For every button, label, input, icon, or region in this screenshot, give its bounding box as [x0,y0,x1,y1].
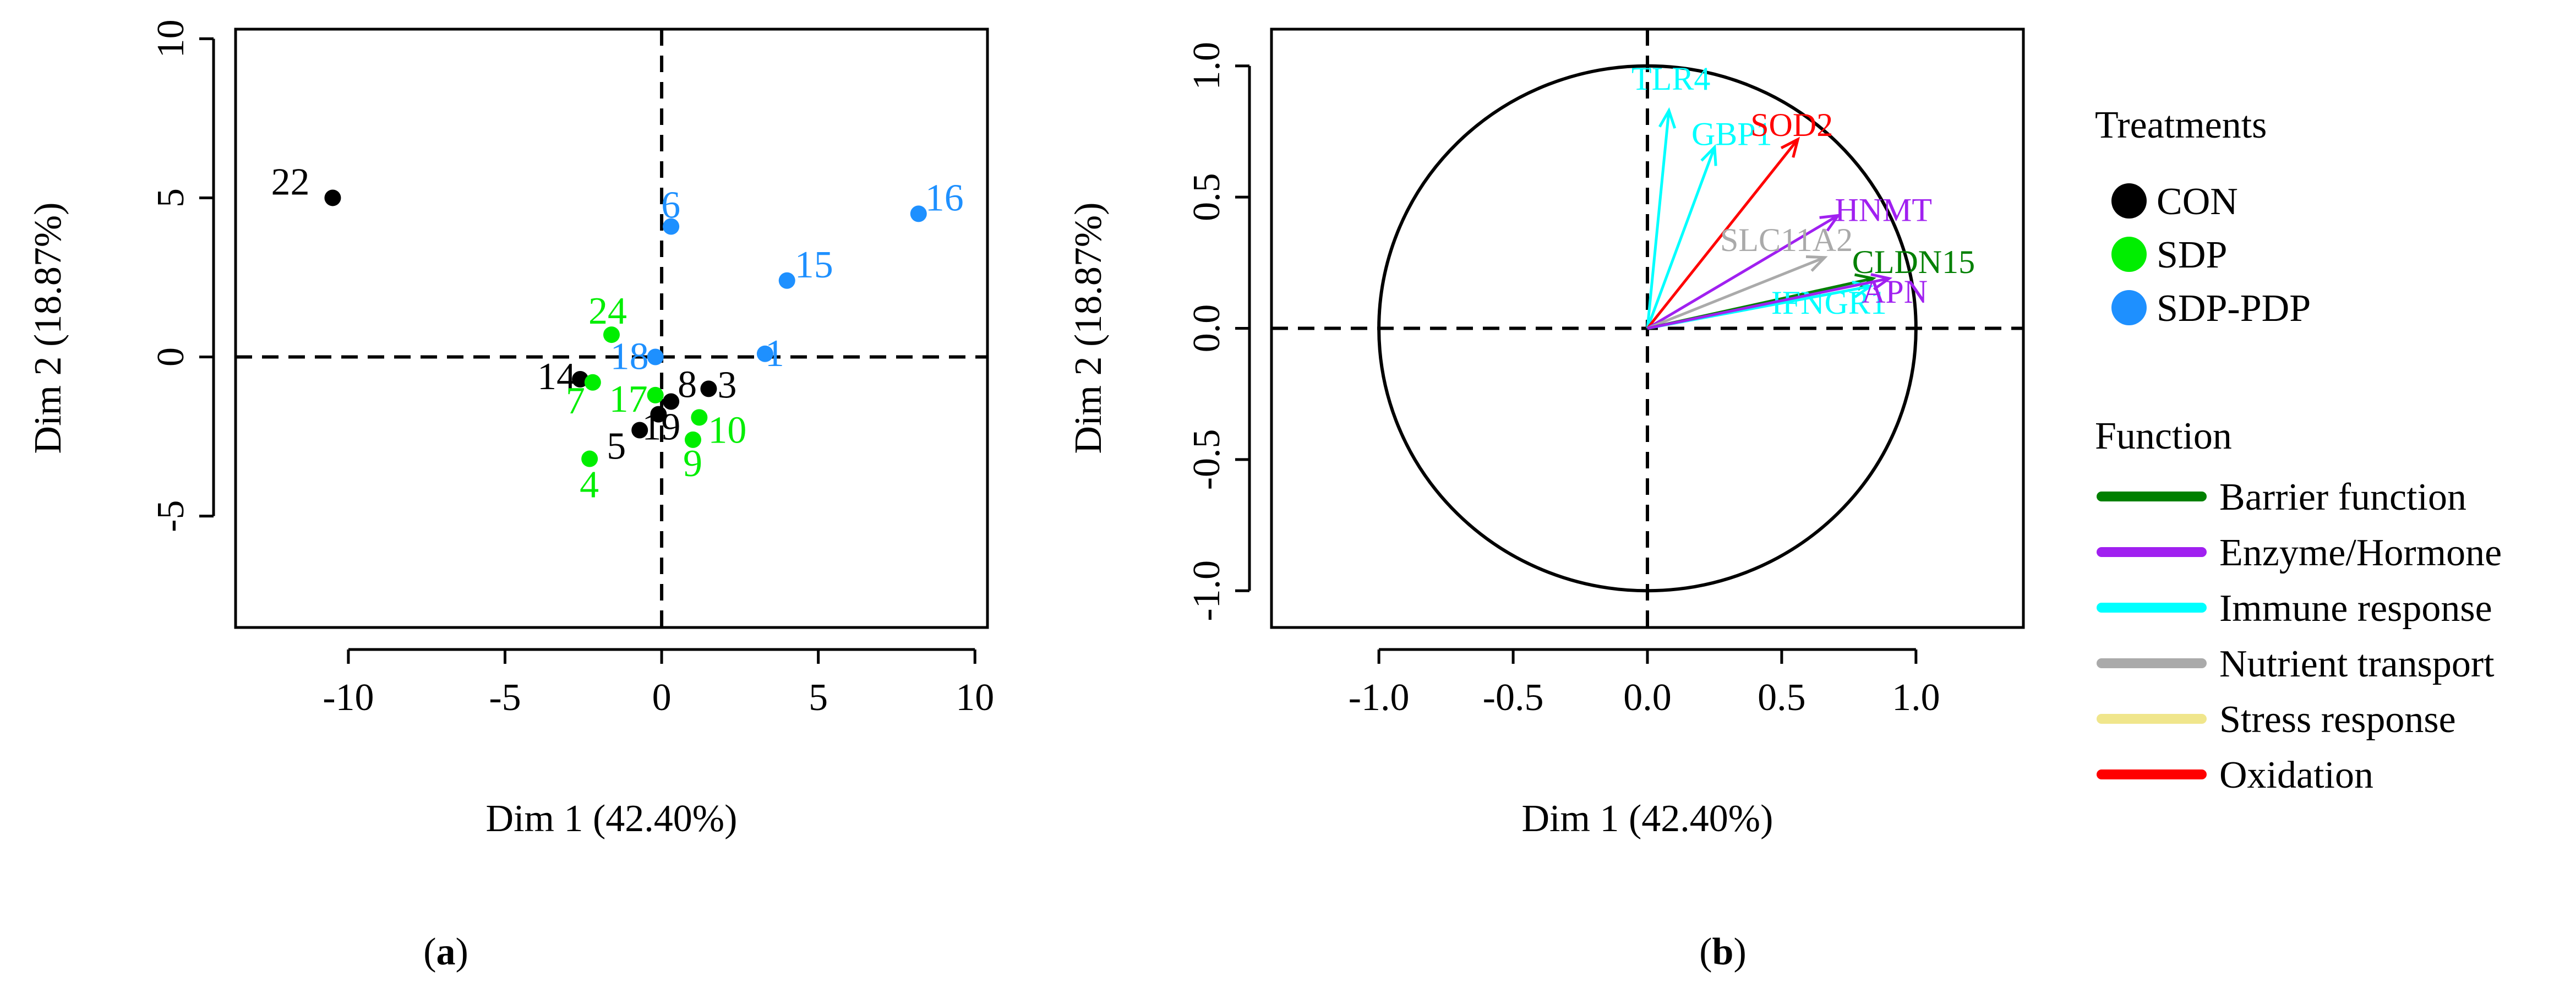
b-x-tick-label: 0.0 [1623,676,1672,719]
panel-b-x-axis: -1.0 -0.5 0.0 0.5 1.0 [1349,648,1940,719]
arrow-hnmt [1646,214,1841,330]
panel-a-y-axis-title: Dim 2 (18.87%) [27,203,69,454]
point-1 [756,345,773,362]
legend-treatment-marker [2111,183,2147,219]
point-label-10: 10 [708,409,746,451]
legend-function-label: Stress response [2219,698,2456,741]
arrow-label-tlr4: TLR4 [1631,61,1710,97]
point-15 [778,272,795,289]
legend-treatment-label: SDP-PDP [2157,287,2311,330]
point-16 [910,205,927,222]
point-label-18: 18 [610,336,649,378]
a-x-tick-label: 10 [956,676,994,719]
point-label-9: 9 [683,443,702,485]
point-4 [581,450,598,467]
legend-treatment-marker [2111,237,2147,272]
point-label-1: 1 [765,332,784,375]
b-y-tick-label: 1.0 [1186,42,1228,90]
point-label-3: 3 [717,364,736,406]
panel-a-points: 22 14 5 198 3 24 7 17 4 910 6 16 15 18 1 [271,161,963,506]
legend-function-label: Nutrient transport [2219,643,2495,685]
b-y-tick-label: 0.0 [1186,304,1228,353]
legend-function-title: Function [2095,415,2232,457]
panel-a-y-axis: -5 0 5 10 [150,19,215,532]
point-label-14: 14 [537,356,576,398]
point-label-22: 22 [271,161,309,203]
legend-treatment-label: CON [2157,181,2238,223]
point-label-19: 19 [642,406,680,449]
point-label-8: 8 [678,363,697,406]
arrow-gbp1 [1646,144,1717,329]
point-label-15: 15 [795,244,833,286]
point-label-7: 7 [566,380,585,422]
point-7 [584,374,601,391]
a-y-tick-label: 10 [150,19,192,58]
legend-function-label: Enzyme/Hormone [2219,532,2502,574]
point-label-17: 17 [609,378,648,421]
legend-treatments-title: Treatments [2095,104,2267,146]
point-label-5: 5 [607,425,626,468]
point-label-16: 16 [925,177,964,219]
panel-a-caption: (a) [423,931,468,973]
legend-function-label: Barrier function [2219,476,2466,518]
b-x-tick-label: -0.5 [1483,676,1544,719]
a-x-tick-label: -10 [323,676,374,719]
legend-treatments: CON SDP SDP-PDP [2111,181,2311,330]
a-y-tick-label: 0 [150,347,192,367]
panel-a-x-axis-title: Dim 1 (42.40%) [486,798,738,840]
legend-treatment-marker [2111,290,2147,325]
point-22 [324,189,341,206]
legend-treatment-label: SDP [2157,234,2227,276]
b-x-tick-label: 1.0 [1892,676,1940,719]
point-8 [663,393,680,410]
b-y-tick-label: 0.5 [1186,173,1228,221]
point-9 [684,431,701,448]
b-y-tick-label: -0.5 [1186,429,1228,490]
arrow-label-gbp1: GBP1 [1691,116,1772,152]
panel-b-correlation-circle [1377,64,1918,593]
panel-b-y-axis: -1.0 -0.5 0.0 0.5 1.0 [1186,42,1251,621]
panel-b-y-axis-title: Dim 2 (18.87%) [1067,203,1110,454]
point-10 [691,409,708,426]
point-19 [650,406,667,423]
panel-a-plot-frame [234,28,989,629]
a-y-tick-label: -5 [150,500,192,532]
legend: Treatments CON SDP SDP-PDP Function Barrie… [2095,104,2502,796]
panel-a-x-axis: -10 -5 0 5 10 [323,648,994,719]
b-x-tick-label: 0.5 [1758,676,1806,719]
arrow-label-sod2: SOD2 [1750,107,1833,143]
legend-functions: Barrier function Enzyme/Hormone Immune res… [2097,476,2502,796]
arrow-sod2 [1646,137,1800,330]
point-6 [663,218,680,235]
point-24 [603,326,620,343]
point-17 [647,386,664,403]
point-label-6: 6 [661,184,680,226]
a-x-tick-label: 5 [809,676,828,719]
b-x-tick-label: -1.0 [1349,676,1410,719]
a-x-tick-label: -5 [489,676,521,719]
panel-b-x-axis-title: Dim 1 (42.40%) [1522,798,1773,840]
b-y-tick-label: -1.0 [1186,560,1228,621]
point-5 [631,422,648,439]
point-label-4: 4 [580,464,599,506]
arrow-label-apn: APN [1862,274,1928,310]
point-3 [700,380,717,397]
point-label-24: 24 [588,290,627,332]
arrow-label-slc11a2: SLC11A2 [1720,222,1853,258]
arrow-label-hnmt: HNMT [1835,192,1932,228]
arrow-tlr4 [1646,107,1677,329]
point-14 [572,371,589,388]
arrow-slc11a2 [1647,255,1828,330]
point-18 [647,348,664,365]
legend-function-label: Oxidation [2219,754,2373,796]
arrow-apn [1647,273,1893,330]
a-x-tick-label: 0 [652,676,672,719]
panel-b-caption: (b) [1699,931,1747,973]
a-y-tick-label: 5 [150,188,192,208]
panel-b: -1.0 -0.5 0.0 0.5 1.0 -1.0 -0.5 0.0 0.5 1.0 TLR4… [1067,28,2025,973]
legend-function-label: Immune response [2219,587,2492,630]
